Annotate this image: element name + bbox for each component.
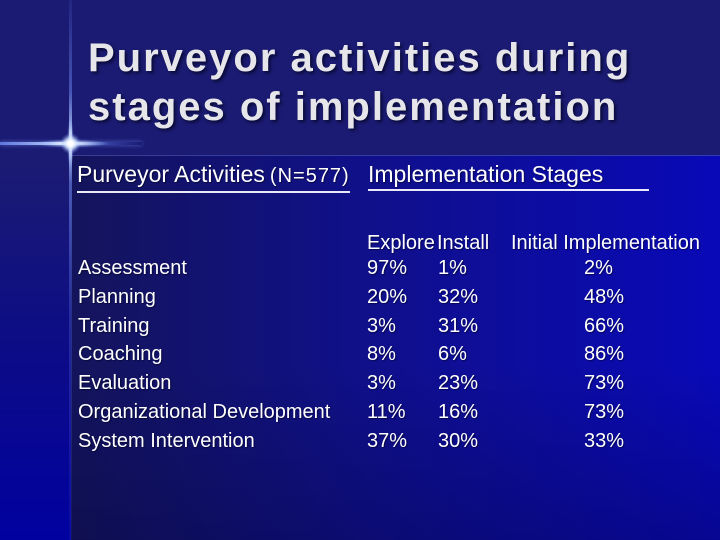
- install-value: 23%: [438, 372, 479, 395]
- table-row: Assessment 97% 1% 2%: [78, 254, 708, 283]
- activity-label: Organizational Development: [78, 400, 331, 423]
- explore-column-header: Explore: [367, 232, 435, 254]
- title-line-2: stages of implementation: [88, 85, 619, 129]
- implementation-stages-header: Implementation Stages: [368, 161, 650, 191]
- install-value: 30%: [438, 429, 479, 452]
- initial-implementation-column-header: Initial Implementation: [511, 232, 700, 254]
- vertical-accent-line: [69, 0, 72, 540]
- activity-label: Training: [78, 314, 150, 337]
- title-line-1: Purveyor activities during: [88, 36, 632, 80]
- sample-size-note: (N=577): [269, 165, 350, 187]
- initial-implementation-value: 2%: [584, 257, 613, 279]
- activity-label: System Intervention: [78, 429, 255, 452]
- explore-value: 97%: [367, 257, 408, 279]
- activities-table-body: Assessment 97% 1% 2% Planning 20% 32% 48% Traini…: [78, 254, 708, 456]
- content-panel: [71, 155, 720, 540]
- explore-value: 8%: [367, 343, 396, 366]
- table-row: Evaluation 3% 23% 73%: [78, 369, 708, 398]
- slide-title: Purveyor activities during stages of imp…: [88, 34, 631, 132]
- table-row: Coaching 8% 6% 86%: [78, 340, 708, 369]
- table-row: Planning 20% 32% 48%: [78, 283, 708, 312]
- activity-label: Coaching: [78, 343, 163, 366]
- explore-value: 3%: [367, 372, 396, 395]
- initial-implementation-value: 73%: [584, 372, 625, 395]
- table-row: System Intervention 37% 30% 33%: [78, 427, 708, 456]
- activity-label: Assessment: [78, 257, 187, 279]
- activities-column-header: Purveyor Activities (N=577): [77, 161, 350, 193]
- explore-value: 37%: [367, 429, 408, 452]
- activity-label: Planning: [78, 285, 156, 308]
- initial-implementation-value: 66%: [584, 314, 625, 337]
- install-column-header: Install: [437, 232, 490, 254]
- initial-implementation-value: 33%: [584, 429, 625, 452]
- initial-implementation-value: 73%: [584, 400, 625, 423]
- explore-value: 3%: [367, 314, 396, 337]
- table-row: Organizational Development 11% 16% 73%: [78, 398, 708, 427]
- table-row: Training 3% 31% 66%: [78, 312, 708, 341]
- install-value: 1%: [438, 257, 467, 279]
- install-value: 16%: [438, 400, 479, 423]
- initial-implementation-value: 48%: [584, 285, 625, 308]
- explore-value: 11%: [367, 400, 406, 423]
- star-glint-icon: [61, 134, 80, 153]
- install-value: 6%: [438, 343, 467, 366]
- explore-value: 20%: [367, 285, 408, 308]
- activity-label: Evaluation: [78, 372, 172, 395]
- activities-header-text: Purveyor Activities: [77, 161, 265, 187]
- install-value: 31%: [438, 314, 479, 337]
- install-value: 32%: [438, 285, 479, 308]
- initial-implementation-value: 86%: [584, 343, 625, 366]
